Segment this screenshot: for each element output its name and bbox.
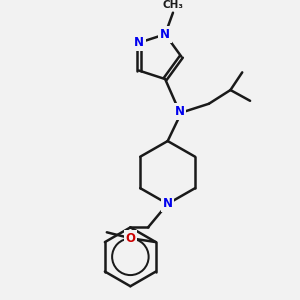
Text: N: N <box>174 105 184 118</box>
Text: N: N <box>160 28 170 41</box>
Text: CH₃: CH₃ <box>163 0 184 10</box>
Text: N: N <box>134 36 144 49</box>
Text: N: N <box>163 197 173 210</box>
Text: O: O <box>125 232 135 245</box>
